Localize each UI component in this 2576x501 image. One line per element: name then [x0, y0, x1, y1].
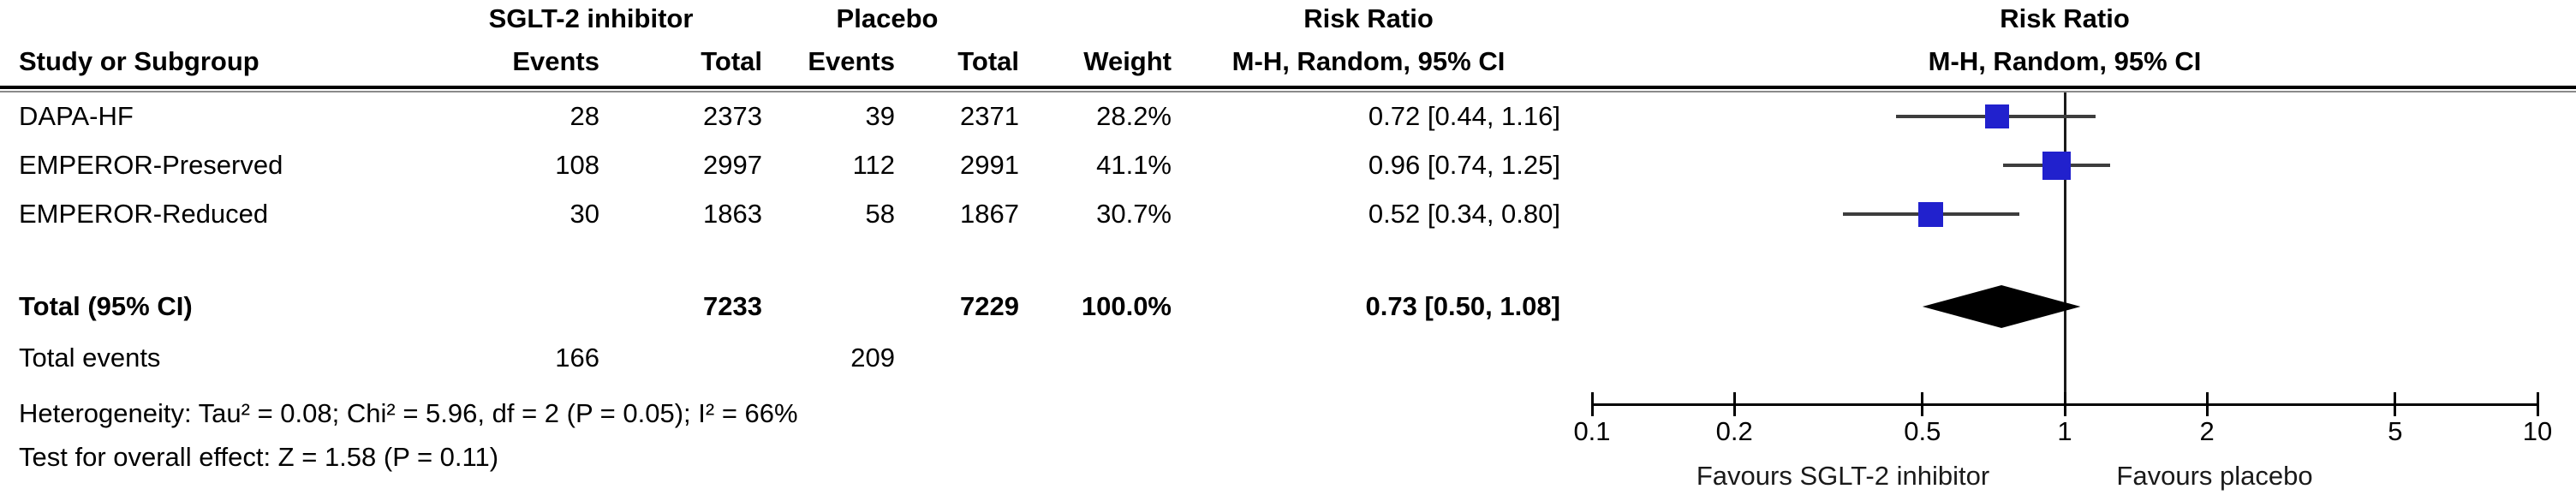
favours-right-label: Favours placebo	[2116, 461, 2313, 491]
exp-events: 108	[555, 150, 599, 180]
rr-ci-text: 0.52 [0.34, 0.80]	[1368, 199, 1560, 229]
ctl-events: 39	[865, 101, 895, 131]
ctl-events: 112	[852, 150, 895, 180]
exp-events: 30	[569, 199, 599, 229]
exp-total: 2997	[703, 150, 762, 180]
total-exp: 7233	[703, 291, 762, 321]
column-header-ctl-total: Total	[957, 46, 1019, 76]
axis-tick-label: 1	[2057, 416, 2072, 446]
column-header-study: Study or Subgroup	[19, 46, 259, 76]
column-group-risk-ratio: Risk Ratio	[1303, 3, 1434, 33]
column-group-control: Placebo	[836, 3, 939, 33]
axis-tick	[2536, 392, 2539, 416]
header-separator-line	[0, 86, 2576, 89]
plot-title-risk-ratio: Risk Ratio	[2000, 3, 2130, 33]
weight: 30.7%	[1096, 199, 1172, 229]
ctl-total: 2371	[960, 101, 1019, 131]
study-name: EMPEROR-Preserved	[19, 150, 283, 180]
ctl-total: 2991	[960, 150, 1019, 180]
column-group-experimental: SGLT-2 inhibitor	[488, 3, 694, 33]
axis-tick	[1590, 392, 1594, 416]
heterogeneity-stats: Heterogeneity: Tau² = 0.08; Chi² = 5.96,…	[19, 398, 798, 428]
axis-tick-label: 2	[2199, 416, 2215, 446]
axis-tick	[2394, 392, 2397, 416]
axis-tick	[1732, 392, 1736, 416]
total-events-label: Total events	[19, 343, 161, 373]
effect-marker	[2042, 151, 2071, 180]
effect-marker	[1917, 201, 1943, 227]
favours-left-label: Favours SGLT-2 inhibitor	[1696, 461, 1990, 491]
total-ctl: 7229	[960, 291, 1019, 321]
axis-tick-label: 0.5	[1904, 416, 1941, 446]
axis-tick	[2205, 392, 2209, 416]
axis-tick	[1921, 392, 1924, 416]
column-header-exp-total: Total	[701, 46, 762, 76]
axis-tick	[2063, 392, 2066, 416]
total-events-ctl: 209	[850, 343, 895, 373]
exp-events: 28	[569, 101, 599, 131]
column-header-weight: Weight	[1083, 46, 1172, 76]
rr-ci-text: 0.72 [0.44, 1.16]	[1368, 101, 1560, 131]
null-effect-line	[2063, 92, 2066, 406]
ctl-events: 58	[865, 199, 895, 229]
total-rr-ci: 0.73 [0.50, 1.08]	[1365, 291, 1561, 321]
axis-tick-label: 5	[2388, 416, 2403, 446]
column-header-exp-events: Events	[512, 46, 599, 76]
study-name: EMPEROR-Reduced	[19, 199, 269, 229]
axis-tick-label: 10	[2522, 416, 2553, 446]
study-name: DAPA-HF	[19, 101, 134, 131]
column-header-method-ci: M-H, Random, 95% CI	[1231, 46, 1506, 76]
pooled-diamond	[1922, 285, 2081, 328]
weight: 41.1%	[1096, 150, 1172, 180]
total-events-exp: 166	[555, 343, 599, 373]
rr-ci-text: 0.96 [0.74, 1.25]	[1368, 150, 1560, 180]
weight: 28.2%	[1096, 101, 1172, 131]
overall-effect-stats: Test for overall effect: Z = 1.58 (P = 0…	[19, 442, 499, 472]
effect-marker	[1985, 104, 2010, 128]
axis-tick-label: 0.1	[1573, 416, 1611, 446]
exp-total: 1863	[703, 199, 762, 229]
total-weight: 100.0%	[1081, 291, 1172, 321]
total-label: Total (95% CI)	[19, 291, 193, 321]
column-header-ctl-events: Events	[808, 46, 895, 76]
header-separator-shadow	[0, 91, 2576, 92]
exp-total: 2373	[703, 101, 762, 131]
plot-header-method-ci: M-H, Random, 95% CI	[1928, 46, 2202, 76]
axis-tick-label: 0.2	[1715, 416, 1753, 446]
ctl-total: 1867	[960, 199, 1019, 229]
